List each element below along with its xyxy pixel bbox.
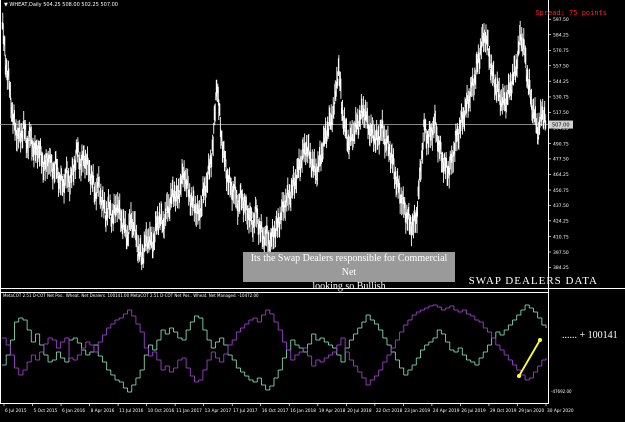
price-axis: 597.50 584.25 570.75 557.50 544.25 530.75 517.… xyxy=(548,17,569,271)
time-tick-label: 6 Jan 2016 xyxy=(62,408,85,414)
time-tick-label: 30 Apr 2020 xyxy=(547,408,574,414)
time-axis: 6 Jul 2015 5 Oct 2015 6 Jan 2016 8 Apr 2016… xyxy=(3,403,574,414)
annotation-box: Its the Swap Dealers responsible for Com… xyxy=(243,252,455,292)
price-tick-label: 464.25 xyxy=(553,172,569,178)
price-tick-label: 424.25 xyxy=(553,219,569,225)
spread-readout: Spread: 75 points xyxy=(535,9,607,17)
indicator-header: MetaCOT 2.51 D-COT Net Pos.. Wheat. Net … xyxy=(3,293,259,298)
time-tick-label: 13 Apr 2017 xyxy=(205,408,232,414)
annotation-line-1: Its the Swap Dealers responsible for Com… xyxy=(250,253,448,278)
price-tick-label: 437.50 xyxy=(553,203,569,209)
time-tick-label: 19 Apr 2018 xyxy=(319,408,346,414)
time-tick-label: 24 Apr 2019 xyxy=(433,408,460,414)
time-tick-label: 26 Jul 2019 xyxy=(461,408,486,414)
time-tick-label: 16 Jan 2018 xyxy=(290,408,316,414)
price-tick-label: 450.75 xyxy=(553,188,569,194)
price-tick-label: 490.75 xyxy=(553,141,569,147)
price-tick-label: 410.75 xyxy=(553,234,569,240)
price-tick-label: 597.50 xyxy=(553,17,569,23)
price-tick-label: 477.50 xyxy=(553,157,569,163)
price-tick-label: 530.75 xyxy=(553,95,569,101)
current-price-box xyxy=(549,120,573,129)
price-tick-label: 384.25 xyxy=(553,265,569,271)
current-price-label: 507.00 xyxy=(552,123,570,129)
price-tick-label: 397.50 xyxy=(553,250,569,256)
trend-arrow xyxy=(517,338,542,378)
time-tick-label: 10 Oct 2016 xyxy=(148,408,175,414)
price-tick-label: 584.25 xyxy=(553,32,569,38)
price-tick-label: 517.50 xyxy=(553,110,569,116)
price-tick-label: 557.50 xyxy=(553,64,569,70)
time-tick-label: 11 Jul 2016 xyxy=(119,408,144,414)
time-tick-label: 29 Oct 2019 xyxy=(490,408,517,414)
time-tick-label: 17 Jul 2017 xyxy=(233,408,258,414)
time-tick-label: 22 Oct 2018 xyxy=(376,408,403,414)
time-tick-label: 29 Jan 2020 xyxy=(518,408,544,414)
price-tick-label: 504.25 xyxy=(553,126,569,132)
symbol-header: ▼ WHEAT,Daily 504.25 508.00 502.25 507.0… xyxy=(4,2,118,8)
swap-dealers-title: SWAP DEALERS DATA xyxy=(468,275,598,287)
indicator-min-tick: -47692.00 xyxy=(551,389,572,394)
price-tick-label: 544.25 xyxy=(553,79,569,85)
time-tick-label: 16 Oct 2017 xyxy=(262,408,289,414)
price-tick-label: 570.75 xyxy=(553,48,569,54)
net-dealers-value-label: ...... + 100141 xyxy=(562,330,618,341)
time-tick-label: 6 Jul 2015 xyxy=(5,408,27,414)
time-tick-label: 23 Jan 2019 xyxy=(404,408,430,414)
time-tick-label: 20 Jul 2018 xyxy=(347,408,372,414)
time-tick-label: 8 Apr 2016 xyxy=(91,408,115,414)
time-tick-label: 11 Jan 2017 xyxy=(176,408,202,414)
annotation-line-2: looking so Bullish xyxy=(312,281,386,292)
price-bars-group xyxy=(1,12,547,271)
time-tick-label: 5 Oct 2015 xyxy=(34,408,58,414)
